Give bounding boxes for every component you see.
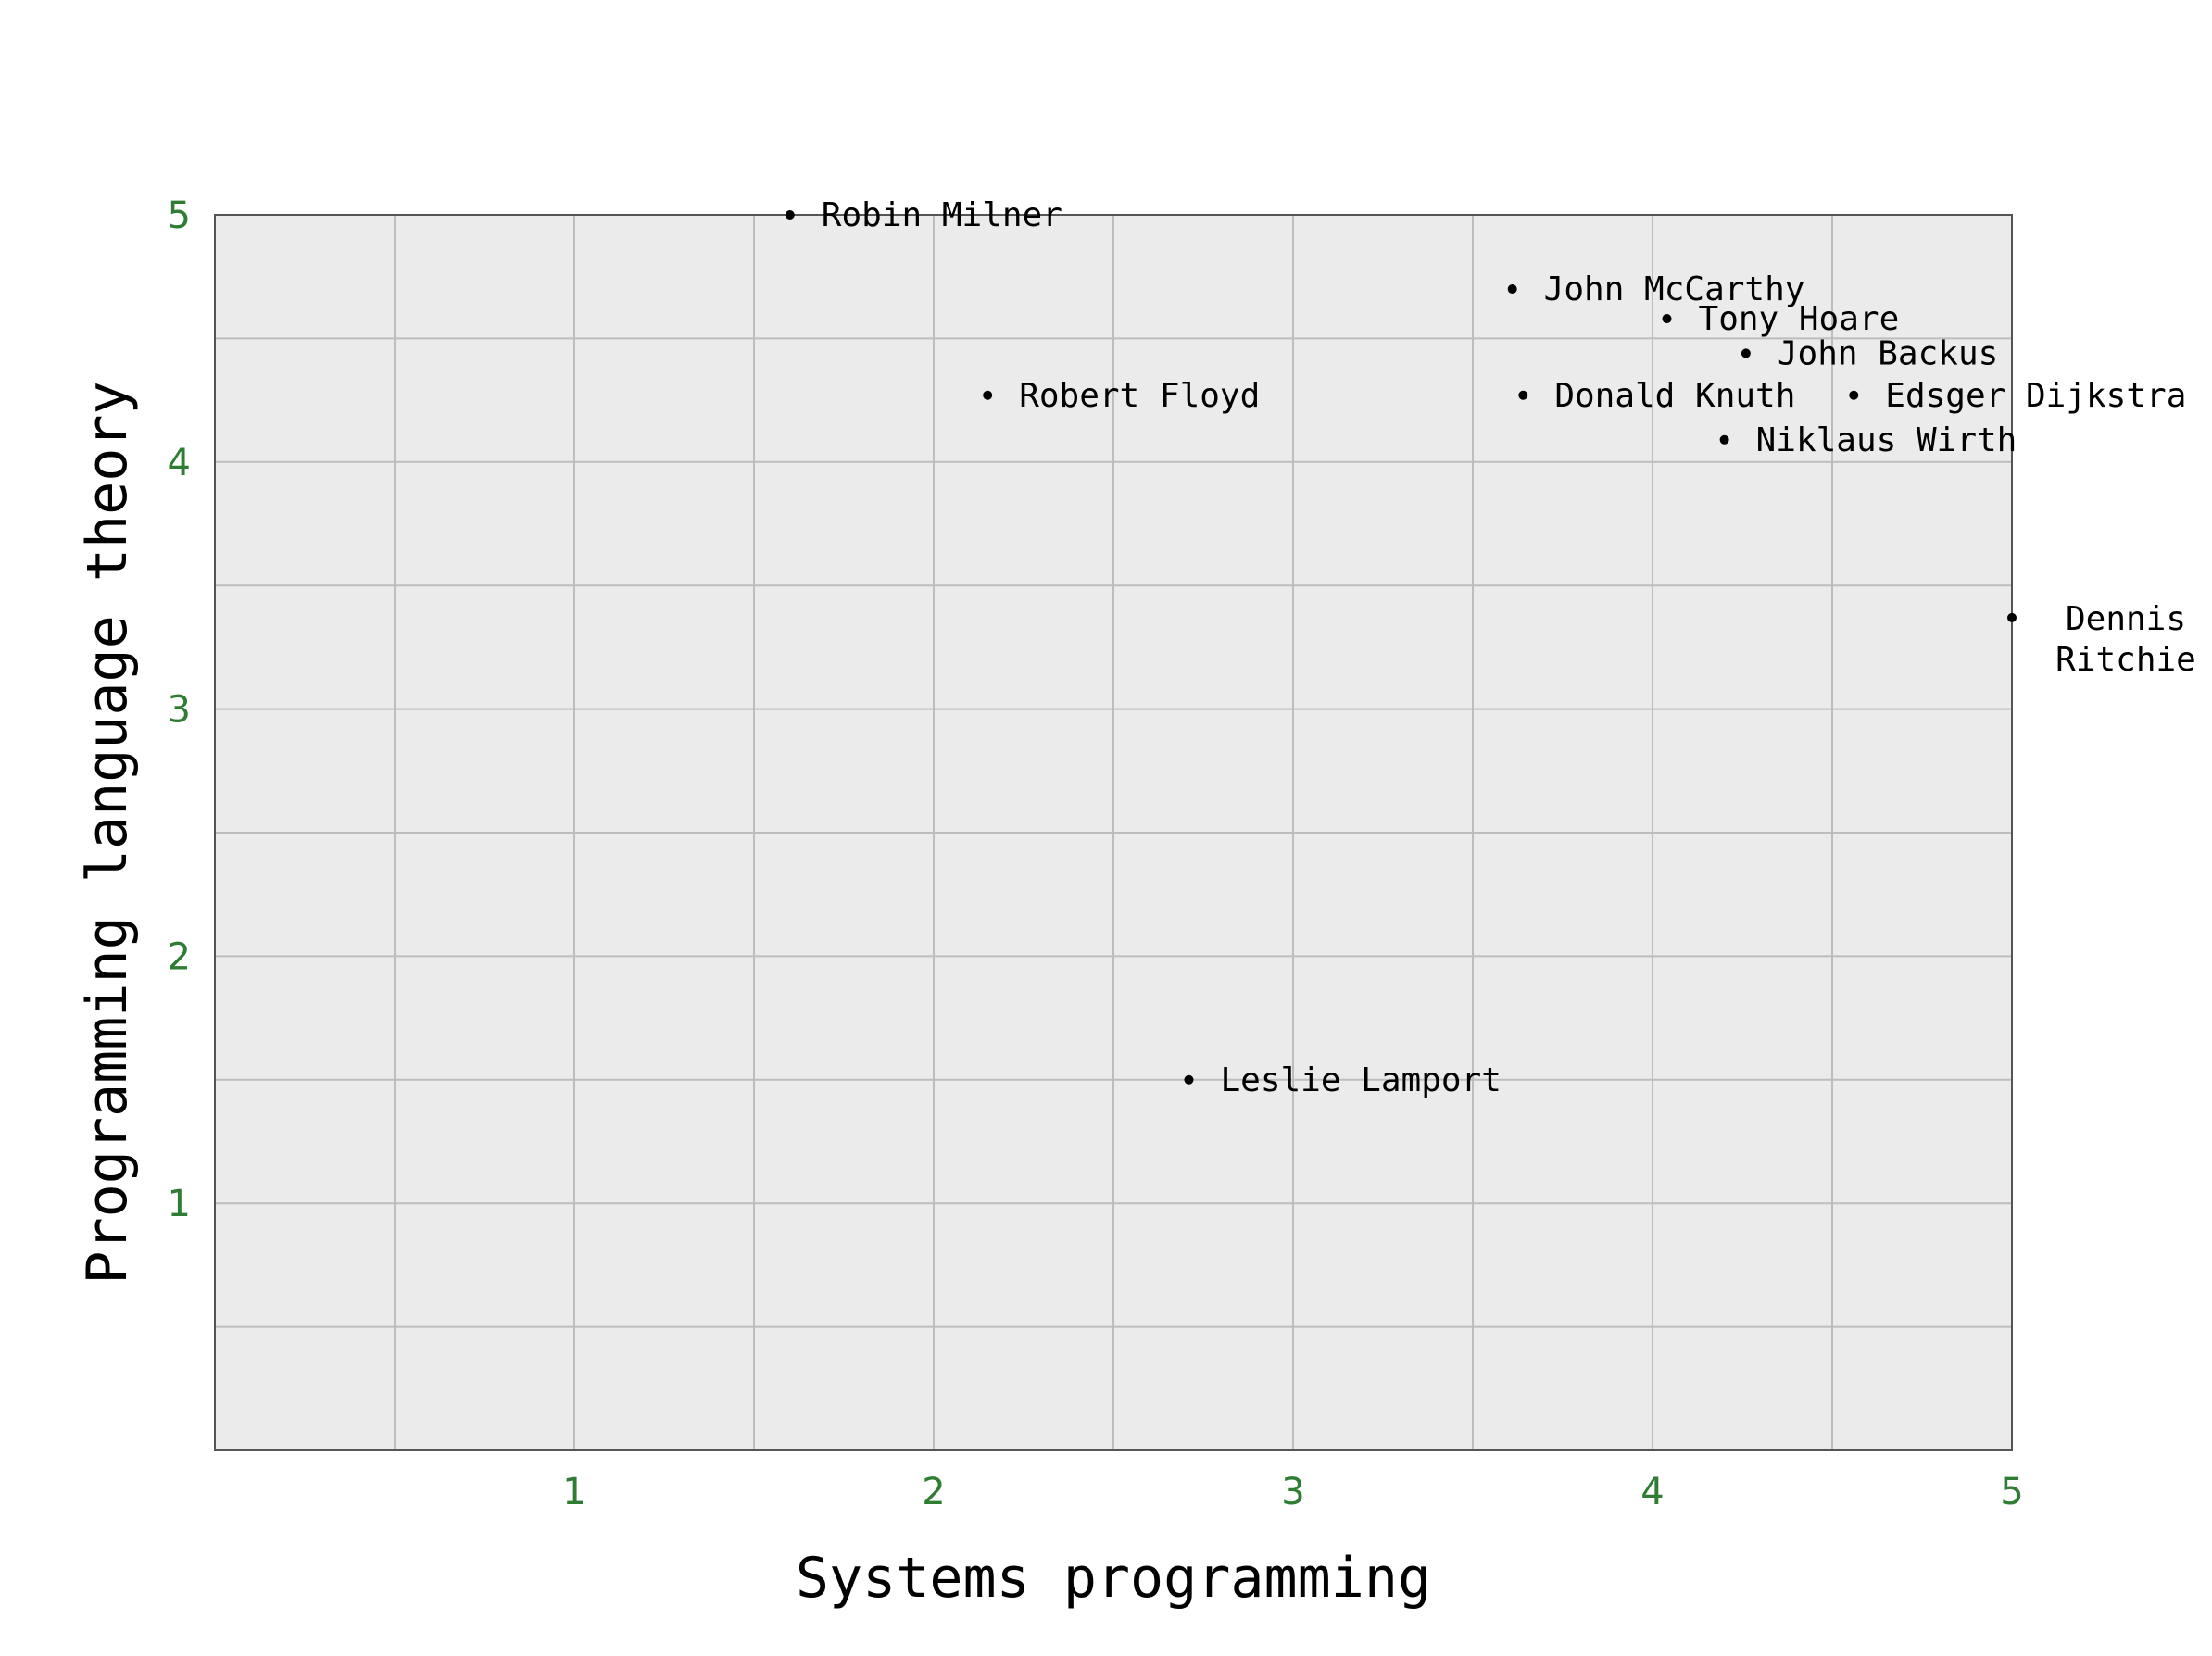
y-tick-label: 3: [168, 689, 191, 732]
data-point: Leslie Lamport: [1184, 1061, 1502, 1099]
x-tick-label: 1: [562, 1471, 585, 1513]
point-marker: [785, 210, 795, 220]
point-marker: [1507, 284, 1517, 295]
data-point: John Backus: [1741, 334, 1998, 372]
point-marker: [1518, 390, 1528, 400]
x-tick-label: 4: [1640, 1471, 1664, 1513]
point-marker: [1184, 1074, 1194, 1085]
point-label: Niklaus Wirth: [1756, 421, 2017, 459]
y-tick-label: 1: [168, 1183, 191, 1225]
x-tick-label: 2: [922, 1471, 945, 1513]
y-tick-label: 5: [168, 194, 191, 237]
grid-lines: [215, 215, 2012, 1450]
data-point: Dennis Ritchie: [2007, 600, 2196, 679]
point-marker: [1741, 348, 1751, 358]
x-tick-label: 3: [1281, 1471, 1304, 1513]
y-axis-ticks: 1 2 3 4 5: [168, 194, 191, 1225]
data-point: Niklaus Wirth: [1719, 421, 2017, 459]
x-axis-title: Systems programming: [796, 1546, 1431, 1611]
point-label: John McCarthy: [1544, 270, 1805, 308]
data-point: John McCarthy: [1507, 270, 1805, 308]
y-axis-title: Programming language theory: [75, 381, 140, 1284]
point-label: Donald Knuth: [1554, 377, 1795, 415]
point-marker: [2007, 612, 2017, 622]
data-point: Donald Knuth: [1518, 377, 1795, 415]
point-label: Robert Floyd: [1019, 377, 1260, 415]
point-label: Dennis Ritchie: [2055, 600, 2196, 679]
plot-frame: [214, 214, 2013, 1451]
point-marker: [983, 390, 993, 400]
point-marker: [1849, 390, 1859, 400]
data-point: Robin Milner: [785, 196, 1062, 234]
y-tick-label: 4: [168, 442, 191, 484]
point-label: Tony Hoare: [1699, 300, 1900, 338]
point-label: Robin Milner: [822, 196, 1062, 234]
point-label: John Backus: [1778, 334, 1998, 372]
x-tick-label: 5: [2000, 1471, 2023, 1513]
x-axis-ticks: 1 2 3 4 5: [562, 1471, 2023, 1513]
point-label: Leslie Lamport: [1220, 1061, 1501, 1099]
point-marker: [1662, 314, 1672, 324]
data-point: Robert Floyd: [983, 377, 1260, 415]
data-point: Edsger Dijkstra: [1849, 377, 2186, 415]
data-point: Tony Hoare: [1662, 300, 1900, 338]
point-label: Edsger Dijkstra: [1885, 377, 2186, 415]
point-marker: [1719, 434, 1729, 445]
y-tick-label: 2: [168, 935, 191, 978]
